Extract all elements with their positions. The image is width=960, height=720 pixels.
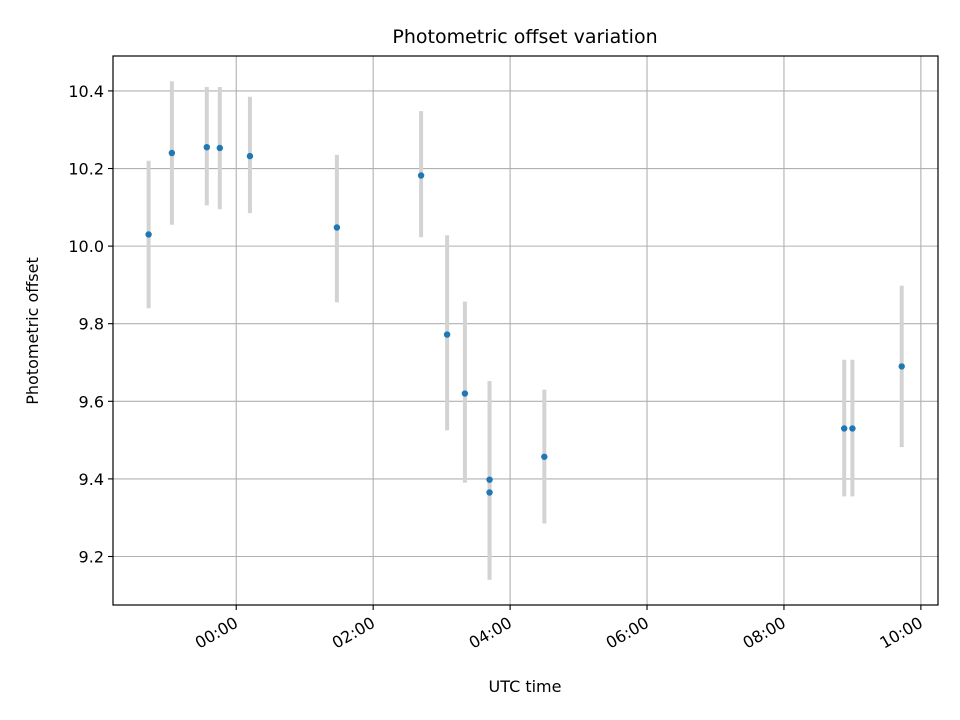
data-point-4 [246, 152, 254, 160]
y-tick-label-4: 10.0 [68, 237, 104, 256]
data-point-6 [417, 172, 425, 179]
data-point-13 [849, 425, 856, 432]
y-tick-label-6: 10.4 [68, 82, 104, 101]
y-tick-label-0: 9.2 [79, 548, 104, 567]
data-point-7 [443, 331, 451, 338]
data-point-14 [898, 363, 905, 370]
x-axis-title: UTC time [489, 677, 562, 696]
y-tick-label-1: 9.4 [79, 470, 104, 489]
y-tick-label-3: 9.8 [79, 315, 104, 334]
data-point-12 [841, 425, 848, 432]
y-axis-ticks: 9.2 9.4 9.6 9.8 10.0 10.2 10.4 [68, 82, 113, 567]
y-tick-label-5: 10.2 [68, 160, 104, 179]
data-point-0 [145, 231, 152, 238]
data-point-8 [461, 390, 469, 397]
data-point-5 [333, 224, 341, 231]
data-point-2 [203, 143, 210, 151]
data-point-3 [216, 144, 224, 152]
data-point-10 [486, 489, 493, 496]
data-points [145, 143, 905, 496]
plot-frame [112, 55, 939, 606]
data-point-11 [541, 453, 548, 460]
data-point-9 [486, 476, 493, 483]
chart-title: Photometric offset variation [392, 26, 657, 48]
y-tick-label-2: 9.6 [79, 392, 104, 411]
data-point-1 [168, 149, 176, 157]
y-axis-title: Photometric offset [23, 257, 42, 405]
